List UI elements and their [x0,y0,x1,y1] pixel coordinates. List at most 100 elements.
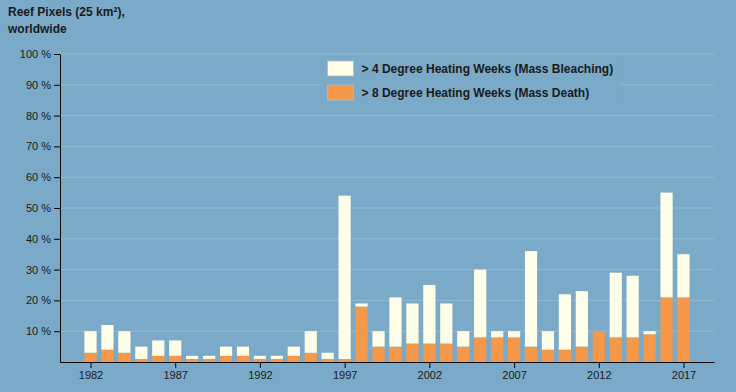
bar [118,331,130,353]
bar [627,337,639,362]
bar [186,359,198,362]
bar [474,270,486,338]
bar [288,356,300,362]
tick: 100 % [20,48,60,60]
tick-label: 50 % [26,202,51,214]
tick: 2017 [672,362,696,381]
bar [389,347,401,362]
tick-label: 1997 [333,369,357,381]
tick: 50 % [26,202,60,214]
tick-mark [345,362,346,368]
bar [355,303,367,306]
bar [627,276,639,338]
bar [220,347,232,356]
bar [423,344,435,362]
tick-mark [54,300,60,301]
tick-label: 1992 [248,369,272,381]
axis-line [61,362,715,363]
grid-line [60,238,714,239]
bar [593,331,605,332]
tick-mark [260,362,261,368]
bar-series [84,193,689,359]
y-axis-title: Reef Pixels (25 km²), worldwide [7,5,125,36]
bar [559,294,571,349]
bar [305,353,317,362]
bar [84,331,96,353]
tick: 1987 [163,362,187,381]
axis-line [60,55,61,363]
bar [593,331,605,362]
bar [440,303,452,343]
grid-line [60,54,714,55]
tick-label: 60 % [26,171,51,183]
bar [474,337,486,362]
bar [355,307,367,362]
bar [135,359,147,362]
tick: 80 % [26,110,60,122]
bar [660,297,672,362]
bar [169,356,181,362]
tick-label: 20 % [26,294,51,306]
bar [237,347,249,356]
bar [203,359,215,362]
tick: 40 % [26,233,60,245]
bar [152,340,164,355]
tick: 1982 [79,362,103,381]
tick-mark [514,362,515,368]
tick: 60 % [26,171,60,183]
bar [101,350,113,362]
bar [525,251,537,346]
bar [491,337,503,362]
tick: 20 % [26,294,60,306]
bar [508,337,520,362]
bar [372,347,384,362]
y-axis-title-line: worldwide [7,22,67,36]
tick-mark [175,362,176,368]
bar [660,193,672,298]
grid-line [60,146,714,147]
bar [457,331,469,346]
bar [372,331,384,346]
tick-label: 2007 [502,369,526,381]
bar [559,350,571,362]
bar [118,353,130,362]
tick: 1992 [248,362,272,381]
grid-line [60,177,714,178]
bar [220,356,232,362]
tick: 2002 [418,362,442,381]
y-axis: 10 % 20 % 30 % 40 % 50 % 60 % 70 % 80 % 90 % 100 … [20,48,61,362]
tick-label: 2017 [672,369,696,381]
legend-label: > 8 Degree Heating Weeks (Mass Death) [362,86,590,100]
legend-swatch [328,61,354,76]
grid-line [60,115,714,116]
tick-label: 1982 [79,369,103,381]
bar [271,359,283,362]
y-axis-title-line: Reef Pixels (25 km²), [8,5,125,19]
tick-mark [54,146,60,147]
grid-line [60,269,714,270]
bar [576,291,588,346]
tick-label: 90 % [26,79,51,91]
bar [322,359,334,362]
tick-label: 2002 [418,369,442,381]
tick: 2012 [587,362,611,381]
bar [339,196,351,359]
bar [101,325,113,350]
legend-background [322,56,622,106]
tick-mark [54,208,60,209]
tick-label: 2012 [587,369,611,381]
tick: 10 % [26,325,60,337]
tick: 30 % [26,264,60,276]
bar [254,359,266,362]
bar [288,347,300,356]
tick: 70 % [26,140,60,152]
legend: > 4 Degree Heating Weeks (Mass Bleaching… [322,56,622,106]
bar [152,356,164,362]
tick-mark [54,85,60,86]
legend-swatch [328,85,354,100]
x-axis: 1982 1987 1992 1997 2002 2007 2012 2017 [61,362,715,381]
bar [525,347,537,362]
tick-label: 1987 [163,369,187,381]
tick-label: 80 % [26,110,51,122]
grid-line [60,208,714,209]
